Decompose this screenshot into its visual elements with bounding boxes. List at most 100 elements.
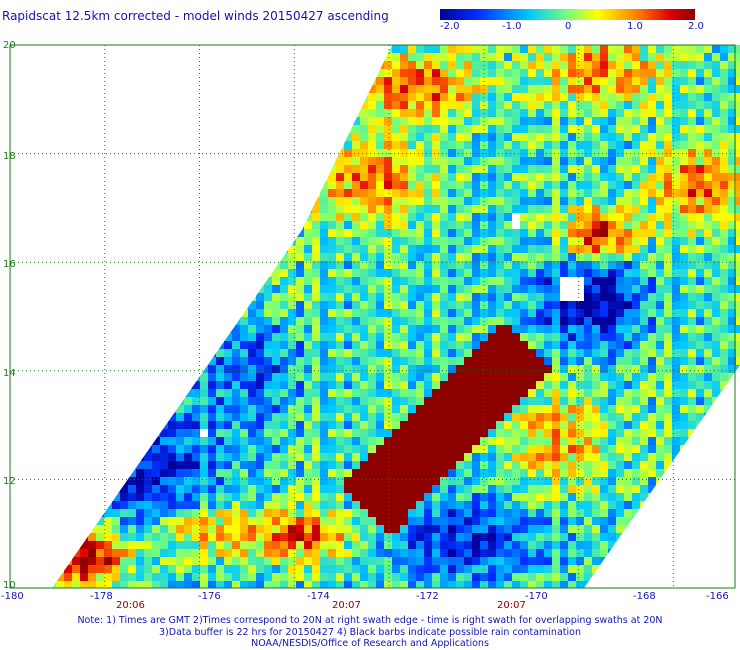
- swath-cell: [560, 477, 569, 486]
- swath-cell: [552, 53, 561, 62]
- swath-cell: [200, 397, 209, 406]
- swath-cell: [616, 221, 625, 230]
- swath-cell: [576, 397, 585, 406]
- swath-cell: [504, 205, 513, 214]
- swath-cell: [616, 157, 625, 166]
- swath-cell: [408, 461, 417, 470]
- swath-cell: [568, 293, 577, 302]
- swath-cell: [264, 325, 273, 334]
- swath-cell: [648, 69, 657, 78]
- swath-cell: [720, 101, 729, 110]
- swath-cell: [376, 221, 385, 230]
- swath-cell: [240, 389, 249, 398]
- swath-cell: [472, 53, 481, 62]
- swath-cell: [472, 261, 481, 270]
- swath-cell: [120, 261, 129, 270]
- swath-cell: [440, 261, 449, 270]
- swath-cell: [144, 149, 153, 158]
- swath-cell: [520, 493, 529, 502]
- swath-cell: [704, 205, 713, 214]
- swath-cell: [272, 141, 281, 150]
- swath-cell: [184, 309, 193, 318]
- swath-cell: [376, 301, 385, 310]
- swath-cell: [160, 349, 169, 358]
- swath-cell: [232, 301, 241, 310]
- swath-cell: [640, 397, 649, 406]
- swath-cell: [488, 397, 497, 406]
- swath-cell: [680, 365, 689, 374]
- swath-cell: [280, 157, 289, 166]
- swath-cell: [264, 245, 273, 254]
- swath-cell: [40, 269, 48, 277]
- swath-cell: [640, 213, 649, 222]
- swath-cell: [200, 189, 209, 198]
- swath-cell: [136, 357, 145, 366]
- swath-cell: [96, 301, 105, 310]
- swath-cell: [184, 261, 193, 270]
- swath-cell: [384, 469, 393, 478]
- swath-cell: [608, 429, 617, 438]
- swath-cell: [456, 397, 465, 406]
- swath-cell: [168, 237, 177, 246]
- swath-cell: [624, 237, 633, 246]
- swath-cell: [552, 77, 561, 86]
- swath-cell: [144, 165, 153, 174]
- swath-cell: [288, 253, 297, 262]
- swath-cell: [320, 149, 329, 158]
- swath-cell: [208, 493, 217, 502]
- swath-cell: [544, 325, 553, 334]
- swath-cell: [288, 173, 297, 182]
- swath-cell: [640, 277, 649, 286]
- swath-cell: [288, 341, 297, 350]
- swath-cell: [96, 197, 105, 206]
- swath-cell: [352, 93, 361, 102]
- swath-cell: [608, 309, 617, 318]
- swath-cell: [392, 109, 401, 118]
- swath-cell: [680, 477, 689, 486]
- swath-cell: [376, 101, 385, 110]
- swath-cell: [536, 53, 545, 62]
- swath-cell: [336, 45, 345, 54]
- swath-cell: [488, 325, 497, 334]
- swath-cell: [704, 197, 713, 206]
- swath-cell: [64, 421, 73, 430]
- swath-cell: [368, 277, 377, 286]
- swath-cell: [512, 429, 521, 438]
- swath-cell: [400, 45, 409, 54]
- swath-cell: [80, 381, 89, 390]
- swath-cell: [264, 357, 273, 366]
- swath-cell: [328, 101, 337, 110]
- swath-cell: [520, 453, 529, 462]
- swath-cell: [336, 381, 345, 390]
- swath-cell: [272, 293, 281, 302]
- swath-cell: [608, 85, 617, 94]
- swath-cell: [52, 461, 57, 470]
- swath-cell: [544, 213, 553, 222]
- swath-cell: [272, 221, 281, 230]
- swath-cell: [720, 485, 729, 494]
- swath-cell: [312, 77, 321, 86]
- swath-cell: [488, 293, 497, 302]
- swath-cell: [88, 205, 97, 214]
- swath-cell: [712, 197, 721, 206]
- swath-cell: [248, 165, 257, 174]
- swath-cell: [632, 173, 641, 182]
- swath-cell: [368, 357, 377, 366]
- swath-cell: [496, 453, 505, 462]
- swath-cell: [272, 181, 281, 190]
- swath-cell: [416, 373, 425, 382]
- swath-cell: [608, 341, 617, 350]
- swath-cell: [376, 213, 385, 222]
- swath-cell: [440, 397, 449, 406]
- swath-cell: [552, 69, 561, 78]
- swath-cell: [568, 149, 577, 158]
- swath-cell: [560, 285, 569, 294]
- swath-cell: [608, 117, 617, 126]
- swath-cell: [248, 317, 257, 326]
- swath-cell: [592, 421, 601, 430]
- swath-cell: [368, 253, 377, 262]
- swath-cell: [400, 237, 409, 246]
- swath-cell: [344, 445, 353, 454]
- swath-cell: [208, 357, 217, 366]
- swath-cell: [392, 461, 401, 470]
